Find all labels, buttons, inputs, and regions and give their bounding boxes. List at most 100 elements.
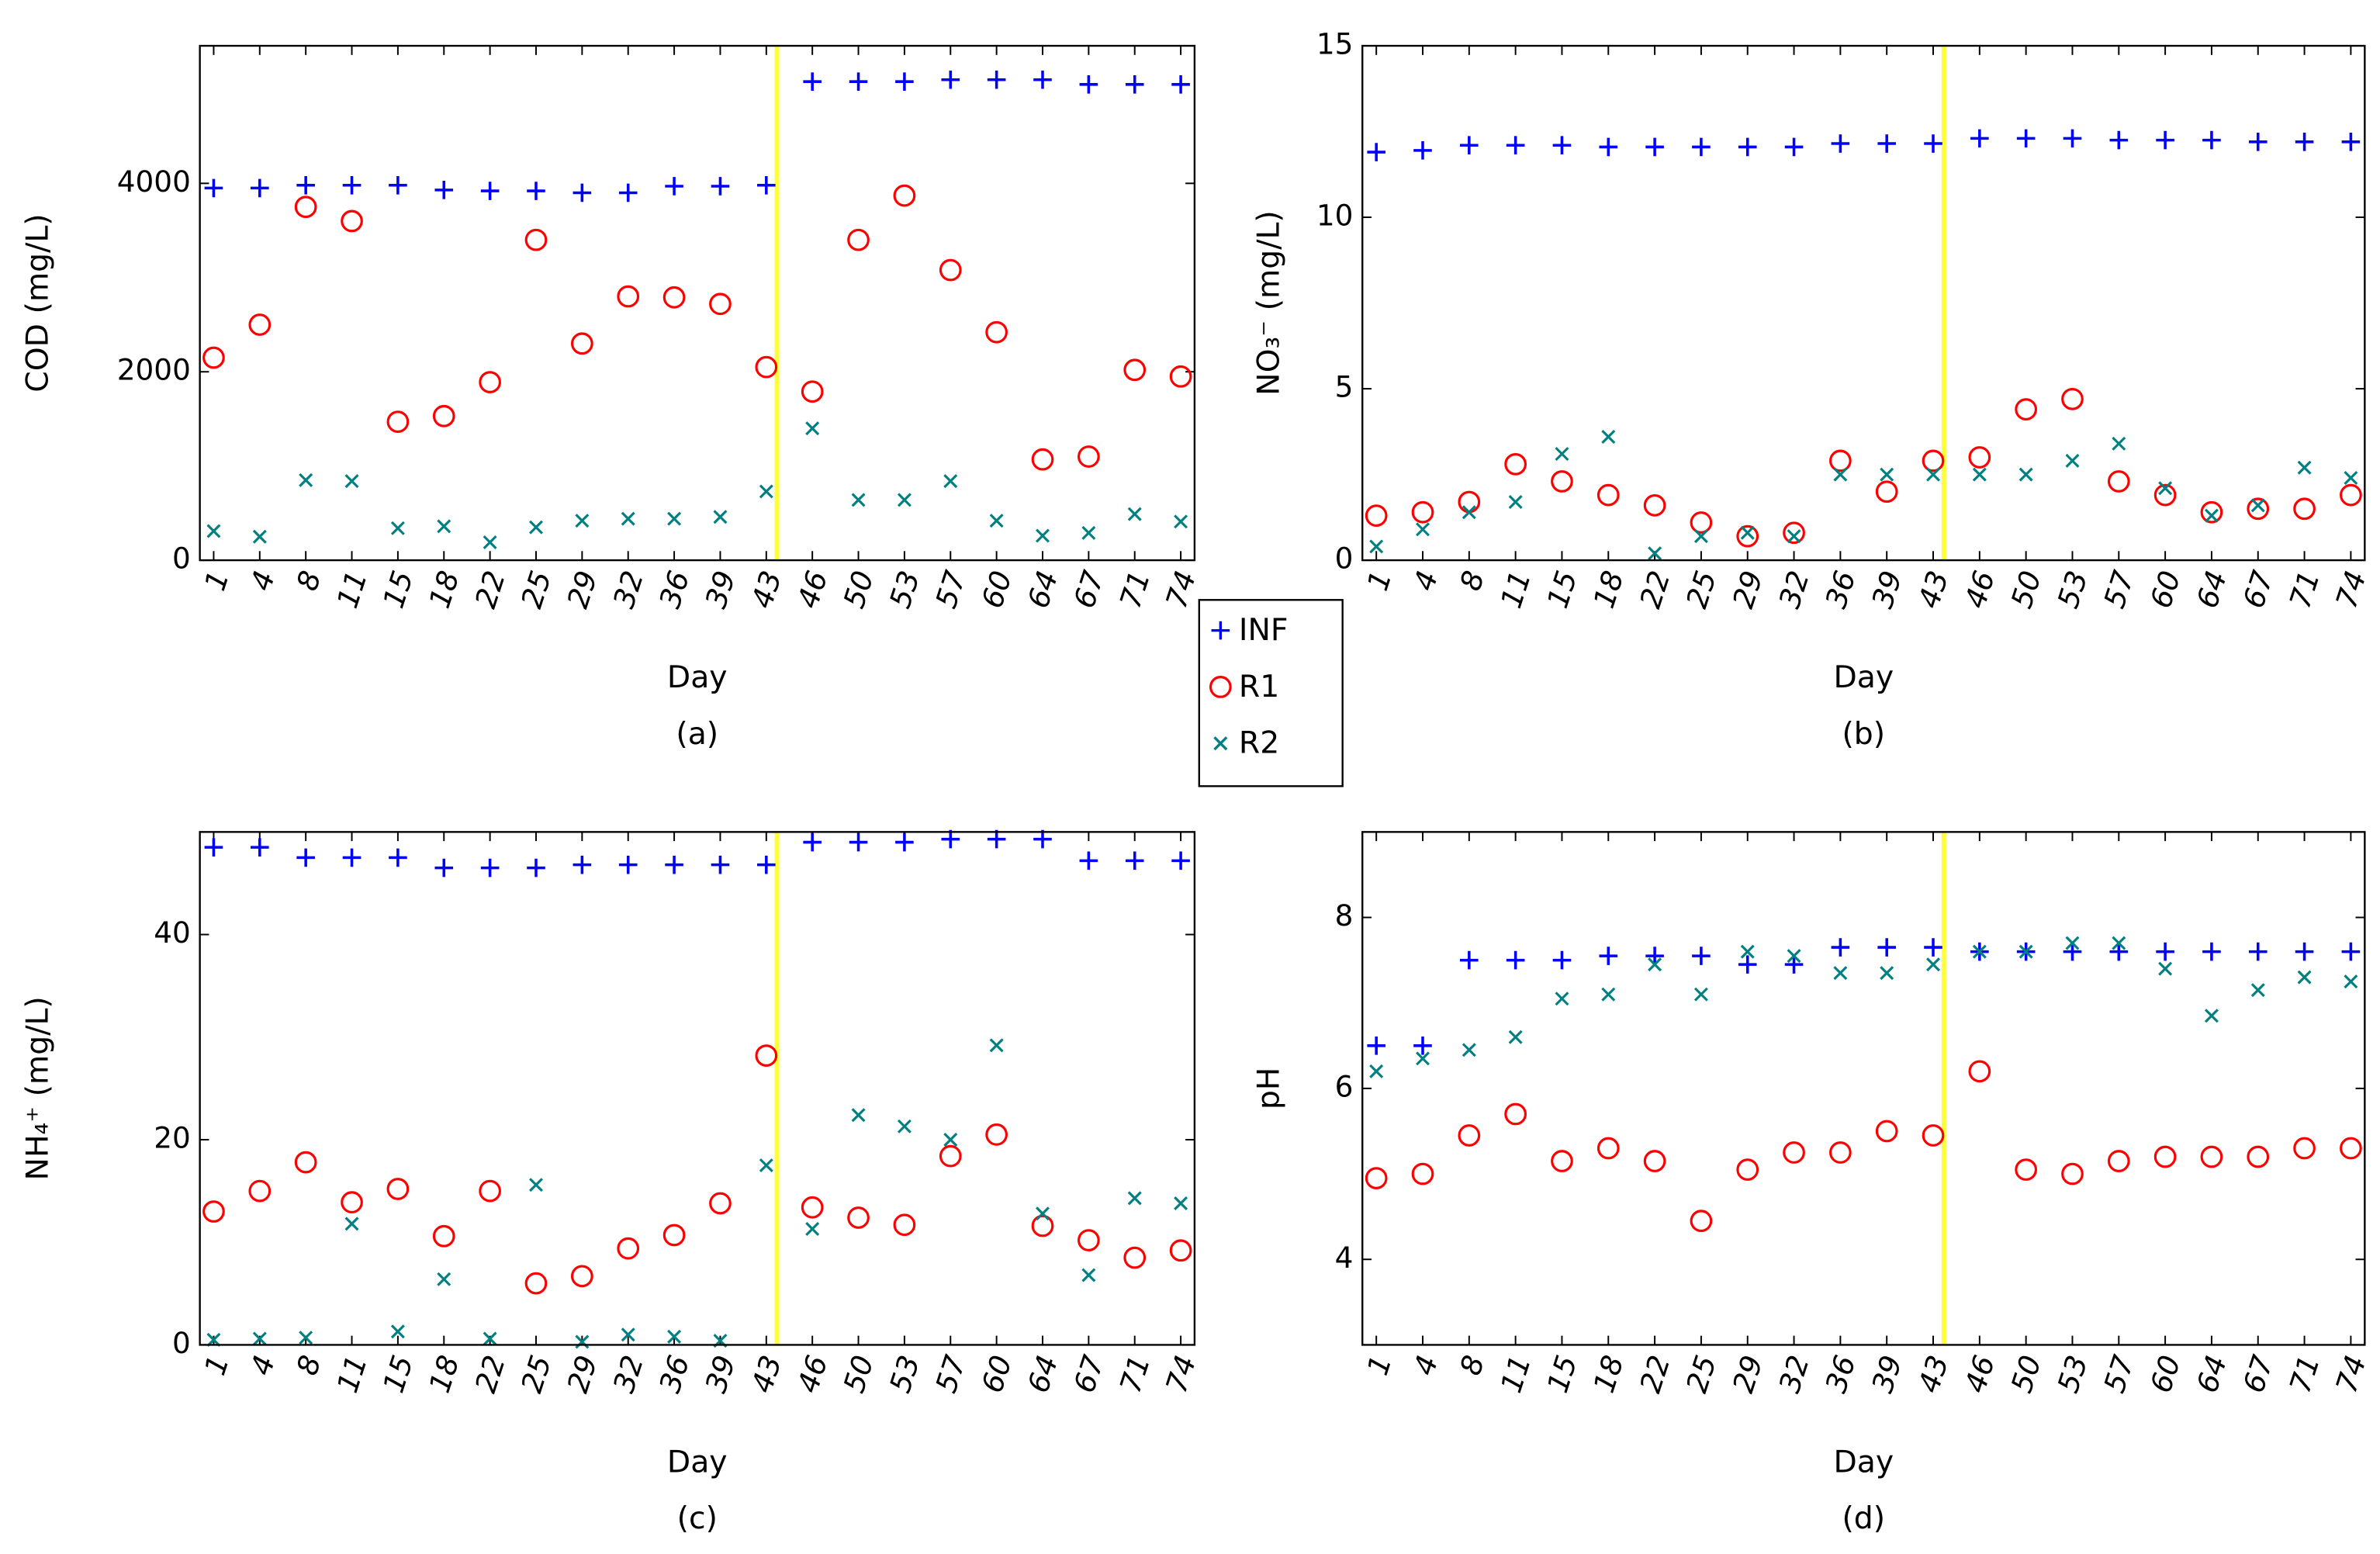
point — [757, 855, 776, 874]
x-axis-label: Day — [1833, 659, 1894, 695]
point — [483, 535, 497, 550]
point — [1125, 75, 1144, 94]
x-tick-label: 4 — [1406, 566, 1444, 594]
point — [1784, 137, 1804, 157]
point — [2065, 453, 2080, 468]
point — [1596, 483, 1620, 507]
caption: (d) — [1842, 1500, 1885, 1536]
point — [941, 829, 960, 849]
point — [849, 832, 868, 852]
point — [206, 1332, 221, 1347]
point — [2107, 1150, 2130, 1172]
x-tick-label: 18 — [1586, 1352, 1631, 1397]
point — [801, 380, 824, 403]
x-tick-label: 50 — [2005, 1352, 2049, 1397]
point — [1645, 947, 1664, 965]
point — [483, 1331, 497, 1346]
x-tick-label: 25 — [1679, 566, 1724, 612]
point — [1551, 470, 1573, 493]
point — [2200, 1145, 2223, 1168]
point — [985, 320, 1008, 344]
point — [1599, 137, 1618, 157]
point — [1174, 1196, 1188, 1210]
point — [1643, 494, 1666, 517]
point — [1506, 136, 1525, 155]
x-tick-label: 60 — [974, 566, 1019, 612]
x-tick-label: 8 — [289, 566, 327, 594]
point — [573, 855, 592, 874]
point — [575, 1334, 590, 1349]
point — [1599, 947, 1618, 965]
point — [711, 855, 730, 874]
point — [342, 848, 361, 867]
point — [803, 72, 822, 91]
point — [386, 1178, 410, 1200]
point — [1643, 1150, 1666, 1172]
x-tick-label: 74 — [1159, 566, 1203, 612]
x-tick-label: 64 — [1021, 566, 1065, 612]
x-tick-label: 39 — [1865, 566, 1909, 612]
point — [390, 1324, 405, 1339]
point — [1036, 528, 1050, 543]
series — [206, 1038, 1188, 1349]
point — [621, 1327, 635, 1342]
point — [711, 177, 730, 196]
point — [296, 848, 315, 867]
x-tick-label: 22 — [1633, 566, 1677, 612]
point — [2016, 129, 2036, 148]
x-tick-label: 15 — [1540, 566, 1584, 612]
point — [1787, 529, 1801, 544]
x-tick-label: 46 — [790, 1352, 835, 1397]
point — [2019, 944, 2033, 959]
point — [1171, 851, 1190, 870]
y-tick-label: 5 — [1335, 370, 1354, 404]
x-axis-label: Day — [1833, 1444, 1894, 1480]
point — [1877, 938, 1896, 957]
series — [1369, 936, 2358, 1078]
plot-area — [199, 46, 1195, 561]
point — [1506, 950, 1525, 970]
point — [943, 474, 958, 489]
point — [2107, 470, 2130, 493]
point — [529, 1178, 543, 1192]
x-tick-label: 39 — [698, 566, 742, 612]
x-tick-label: 25 — [514, 1352, 559, 1397]
x-tick-label: 67 — [1067, 1351, 1111, 1397]
point — [479, 371, 501, 393]
y-axis-label: NH₄⁺ (mg/L) — [20, 996, 56, 1180]
point — [2250, 983, 2265, 998]
point — [1031, 448, 1054, 471]
x-tick-label: 11 — [330, 566, 374, 612]
point — [202, 1200, 225, 1223]
point — [1968, 446, 1991, 469]
point — [202, 346, 225, 369]
point — [1690, 1210, 1713, 1233]
legend-marker — [1209, 676, 1232, 698]
point — [1877, 134, 1896, 153]
series — [1367, 129, 2361, 161]
x-tick-label: 29 — [560, 566, 604, 612]
x-tick-label: 57 — [2097, 1351, 2141, 1397]
point — [1926, 957, 1941, 972]
point — [479, 1179, 501, 1203]
point — [1033, 70, 1052, 89]
point — [1413, 1036, 1432, 1055]
point — [1123, 1246, 1147, 1269]
point — [1645, 137, 1664, 157]
point — [2063, 942, 2082, 961]
x-tick-label: 36 — [1818, 1352, 1863, 1397]
series — [202, 1044, 1192, 1295]
point — [618, 855, 638, 874]
point — [1078, 445, 1100, 468]
point — [437, 519, 451, 534]
point — [2204, 1009, 2219, 1023]
point — [759, 1158, 773, 1173]
legend-marker — [1211, 621, 1230, 640]
x-tick-label: 25 — [514, 566, 559, 612]
point — [2295, 132, 2314, 151]
point — [2248, 942, 2268, 961]
point — [2293, 497, 2316, 521]
point — [432, 404, 455, 427]
point — [527, 858, 545, 877]
point — [1829, 1141, 1852, 1164]
